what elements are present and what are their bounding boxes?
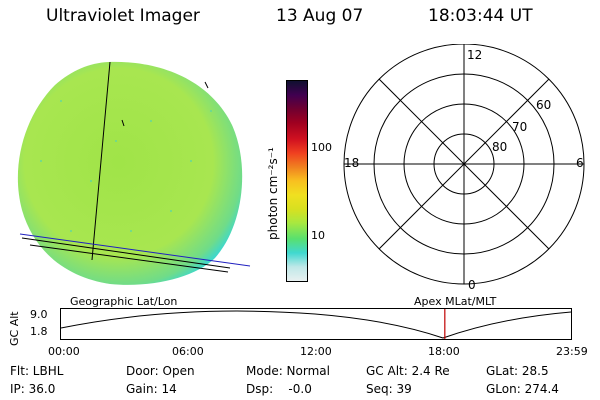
mlat-label-80: 80: [492, 140, 508, 154]
status-filter: Flt: LBHL: [10, 364, 64, 378]
time-tick-1800: 18:00: [428, 345, 460, 358]
status-gc-alt: GC Alt: 2.4 Re: [366, 364, 450, 378]
mlt-label-0: 0: [468, 278, 476, 292]
mlt-label-6: 6: [576, 156, 584, 170]
status-gain: Gain: 14: [126, 382, 177, 396]
time-tick-2359: 23:59: [556, 345, 588, 358]
polar-grid-panel: [343, 44, 585, 285]
earth-disk: [17, 61, 243, 285]
status-glon: GLon: 274.4: [486, 382, 559, 396]
coastline-line-1: [21, 237, 231, 269]
observation-date: 13 Aug 07: [276, 6, 364, 26]
meridian-line: [91, 61, 111, 261]
apex-frame-label: Apex MLat/MLT: [414, 295, 497, 308]
altitude-curve: [60, 310, 572, 339]
time-tick-0600: 06:00: [172, 345, 204, 358]
colorbar-unit-label: photon cm⁻²s⁻¹: [266, 147, 280, 240]
colorbar-tick-low: 10: [311, 229, 325, 242]
tick-mark-1: [204, 81, 209, 89]
status-seq: Seq: 39: [366, 382, 412, 396]
geographic-frame-label: Geographic Lat/Lon: [70, 295, 178, 308]
colorbar-tick-high: 100: [311, 141, 332, 154]
status-glat: GLat: 28.5: [486, 364, 549, 378]
observation-time: 18:03:44 UT: [428, 6, 533, 26]
altitude-ytick-high: 9.0: [30, 308, 48, 321]
altitude-plot: [60, 308, 572, 340]
mlat-label-70: 70: [512, 120, 528, 134]
terminator-line: [19, 233, 251, 267]
instrument-title: Ultraviolet Imager: [46, 6, 200, 26]
altitude-ylabel: GC Alt: [8, 311, 21, 346]
auroral-image-panel: [17, 61, 251, 285]
status-ip: IP: 36.0: [10, 382, 56, 396]
time-tick-1200: 12:00: [300, 345, 332, 358]
coastline-line-2: [29, 244, 229, 273]
status-door: Door: Open: [126, 364, 195, 378]
status-dsp: Dsp: -0.0: [246, 382, 312, 396]
status-mode: Mode: Normal: [246, 364, 330, 378]
mlt-label-12: 12: [467, 48, 483, 62]
mlt-label-18: 18: [344, 156, 360, 170]
image-speckle: [40, 100, 212, 232]
mlat-label-60: 60: [536, 98, 552, 112]
altitude-ytick-low: 1.8: [30, 325, 48, 338]
time-tick-0000: 00:00: [48, 345, 80, 358]
tick-mark-2: [121, 119, 125, 127]
color-scale-bar: [286, 80, 308, 282]
